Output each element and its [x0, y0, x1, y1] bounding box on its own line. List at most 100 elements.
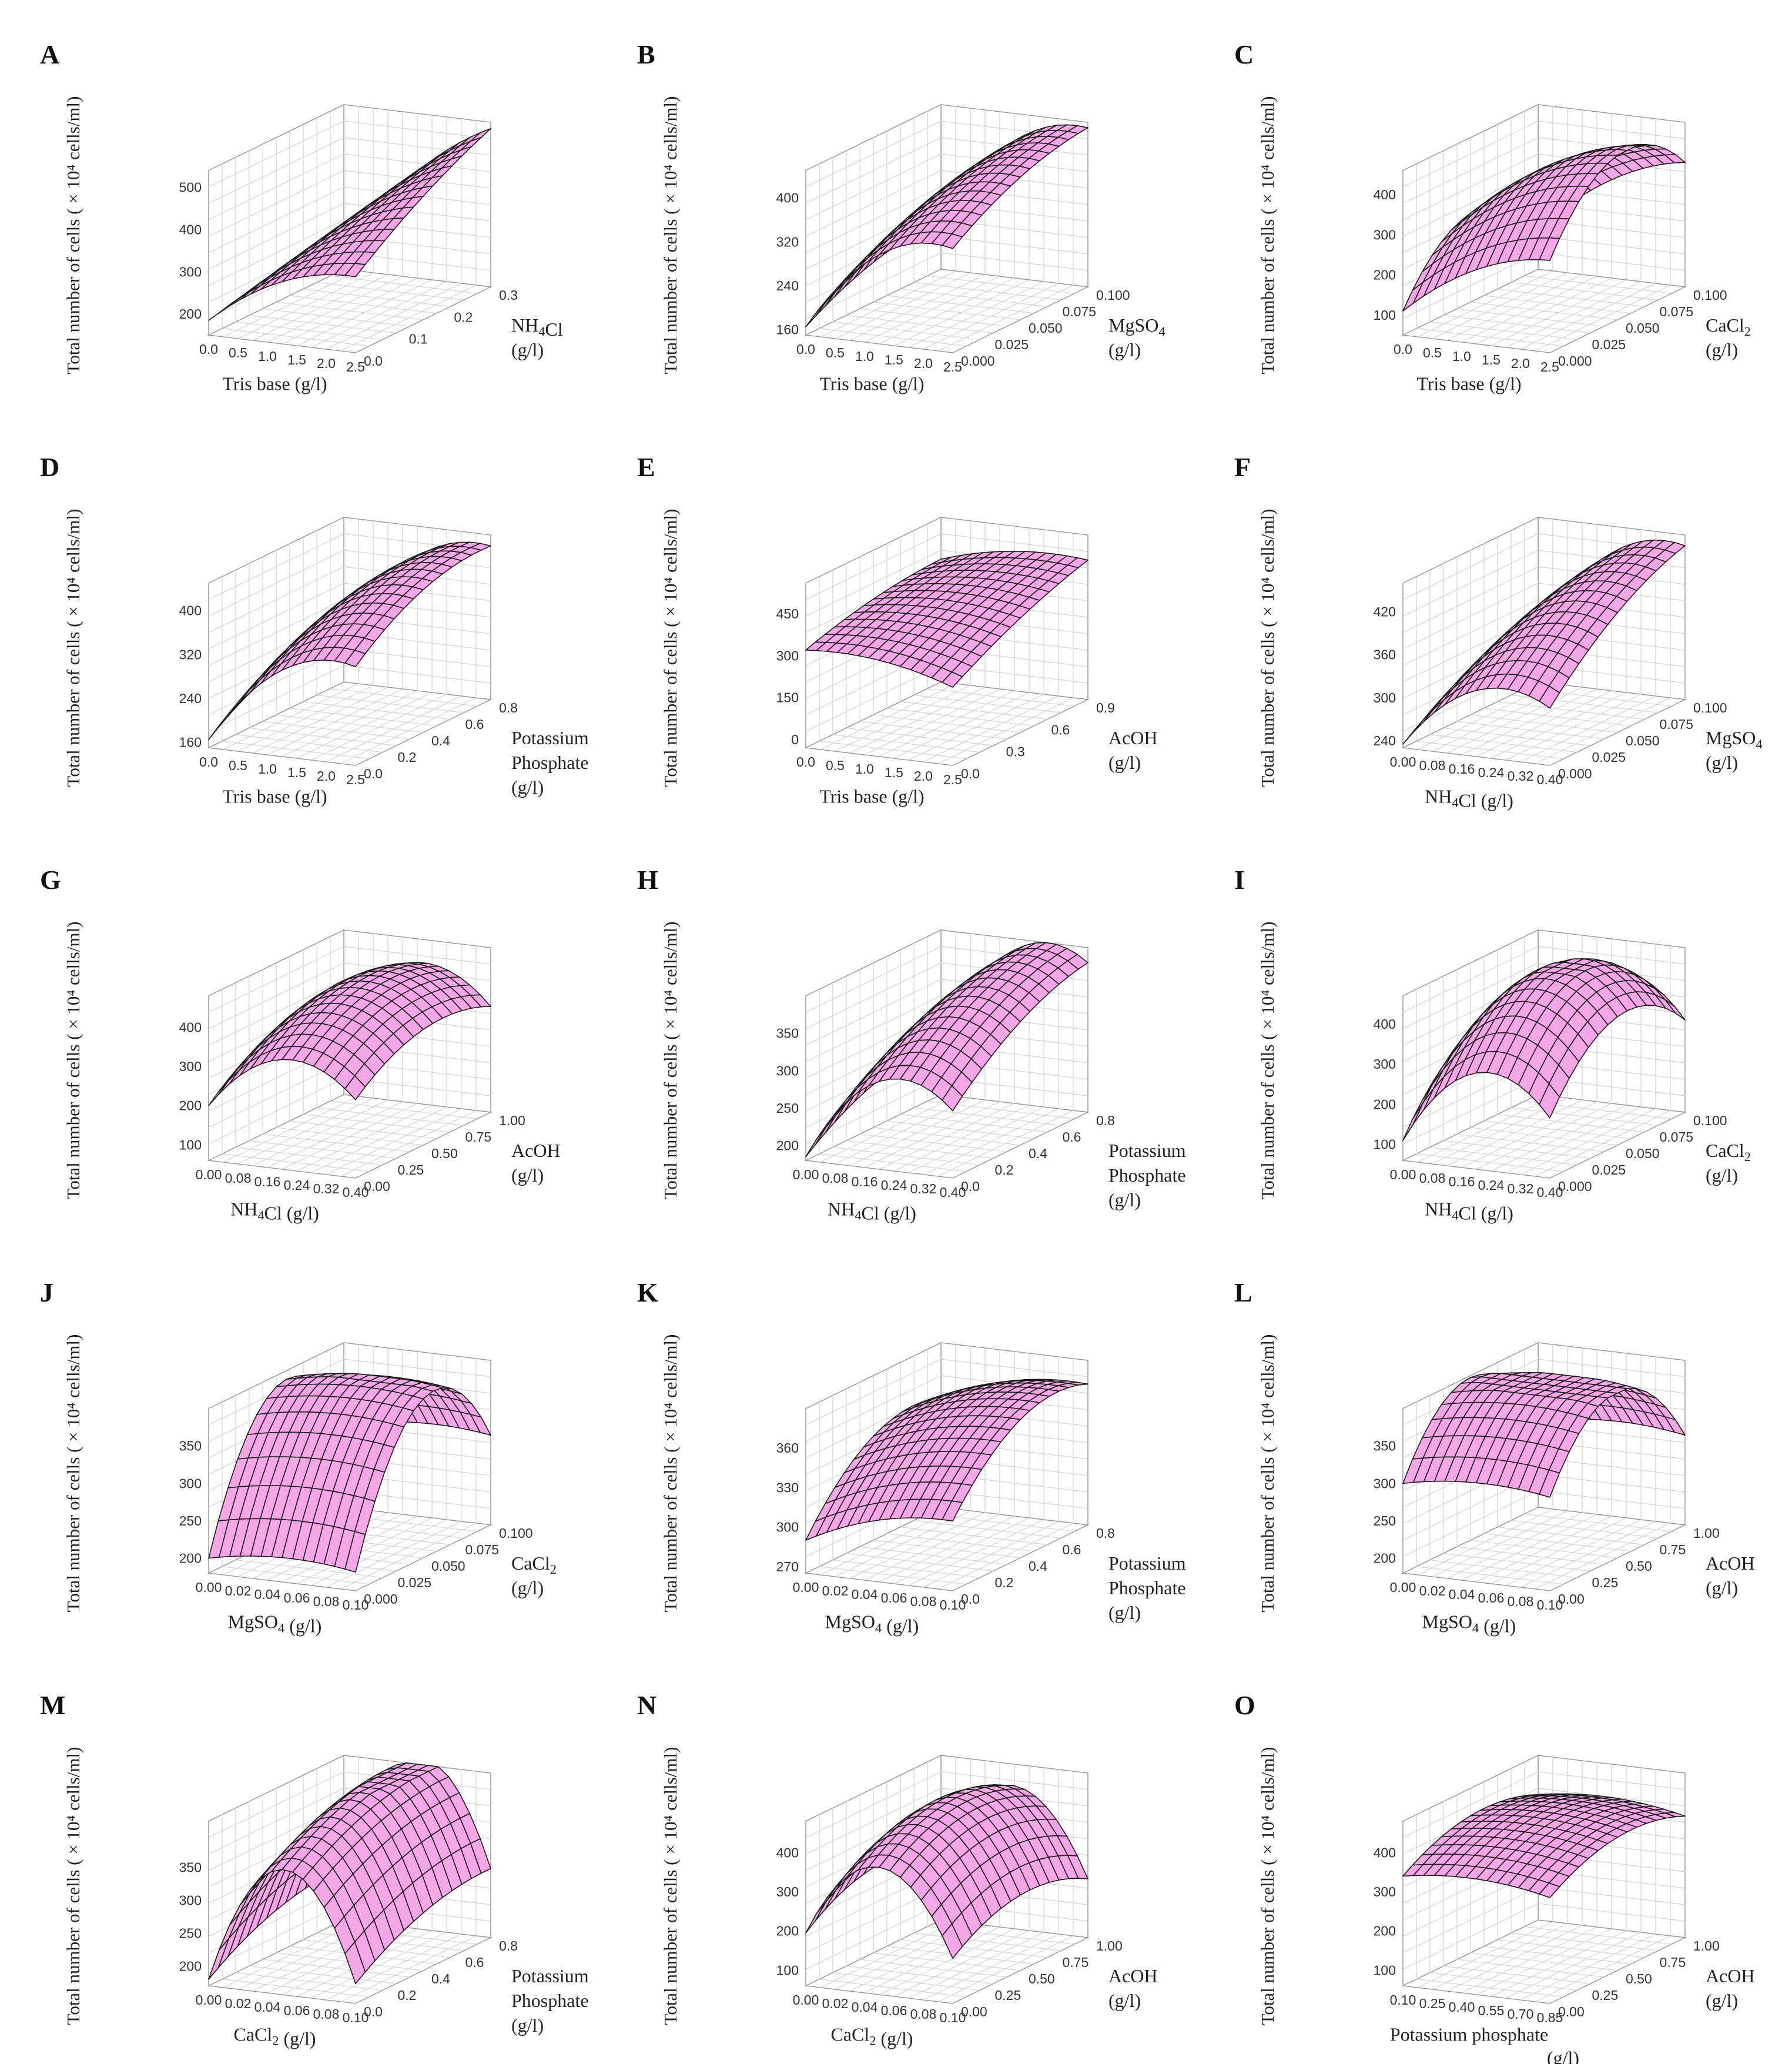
y-tick-label: 0.100	[1693, 1113, 1727, 1128]
grid-line	[886, 295, 1034, 314]
x-tick-label: 2.0	[1511, 356, 1530, 371]
x-tick-label: 0.00	[196, 1167, 222, 1182]
surface-cell	[344, 263, 366, 277]
z-axis-label: Total number of cells ( × 10⁴ cells/ml)	[660, 1334, 681, 1613]
z-tick-label: 300	[776, 1520, 799, 1535]
z-tick-label: 350	[1374, 1439, 1396, 1454]
grid-line	[330, 688, 478, 707]
grid-line	[893, 692, 1030, 759]
panel-letter: B	[637, 39, 655, 69]
z-tick-label: 300	[1374, 1056, 1396, 1072]
z-tick-label: 400	[179, 222, 202, 237]
grid-line	[893, 1105, 1030, 1172]
x-tick-label: 1.5	[1482, 352, 1500, 367]
grid-line	[316, 282, 464, 300]
y-tick-label: 0.25	[995, 1988, 1021, 2003]
x-tick-label: 1.0	[258, 349, 277, 364]
x-tick-label: 0.00	[1390, 1580, 1416, 1595]
y-tick-label: 0.100	[499, 1526, 533, 1541]
z-tick-label: 240	[1374, 733, 1396, 748]
ticks: 0.00 0.08 0.16 0.24 0.32 0.400.000.250.500.75…	[179, 1019, 525, 1200]
z-tick-label: 300	[1374, 1476, 1396, 1491]
y-axis-label: AcOH	[511, 1140, 561, 1161]
grid-line	[330, 275, 478, 294]
response-surface	[1402, 539, 1686, 745]
grid-line	[886, 1120, 1034, 1139]
x-tick-label: 0.04	[852, 1587, 878, 1602]
grid-line	[296, 692, 433, 759]
x-tick-label: 0.06	[881, 2003, 907, 2018]
grid-line	[805, 946, 942, 1013]
panel-I: 0.00 0.08 0.16 0.24 0.32 0.400.0000.0250.0500…	[1234, 865, 1751, 1224]
x-tick-label: 0.0	[796, 754, 815, 770]
panel-J: 0.00 0.02 0.04 0.06 0.08 0.100.0000.0250.0500…	[40, 1277, 557, 1637]
z-tick-label: 500	[179, 180, 202, 195]
y-tick-label: 0.050	[1626, 320, 1660, 336]
x-tick-label: 0.04	[254, 1999, 281, 2015]
x-tick-label: 0.32	[910, 1181, 937, 1196]
x-tick-label: 0.00	[196, 1580, 222, 1595]
y-tick-label: 0.0	[961, 1591, 980, 1607]
ticks: 0.0 0.5 1.0 1.5 2.0 2.50.0000.0250.0500.0750.…	[1374, 187, 1727, 374]
z-axis-label: Total number of cells ( × 10⁴ cells/ml)	[63, 1747, 83, 2025]
z-axis-label: Total number of cells ( × 10⁴ cells/ml)	[1257, 509, 1278, 787]
grid-line	[1497, 289, 1645, 307]
surface-cell	[1539, 237, 1560, 261]
x-tick-label: 0.16	[852, 1174, 878, 1189]
x-axis-label: NH4Cl (g/l)	[230, 1199, 319, 1224]
y-tick-label: 0.50	[431, 1146, 458, 1161]
y-tick-label: 0.0	[364, 2004, 383, 2019]
z-tick-label: 400	[776, 190, 799, 206]
response-surface	[805, 942, 1088, 1158]
x-tick-label: 0.00	[1390, 754, 1416, 770]
panel-letter: H	[637, 865, 658, 895]
panel-K: 0.00 0.02 0.04 0.06 0.08 0.100.00.20.40.60.82…	[637, 1277, 1186, 1637]
y-tick-label: 0.6	[465, 717, 484, 732]
y-tick-label: 0.50	[1626, 1558, 1652, 1574]
panel-letter: D	[40, 452, 59, 482]
y-axis-label: (g/l)	[1108, 1189, 1141, 1210]
panel-letter: J	[40, 1277, 53, 1307]
grid-line	[1402, 170, 1539, 237]
x-tick-label: 2.0	[914, 356, 933, 371]
y-axis-label: Phosphate	[1108, 1165, 1186, 1186]
grid	[208, 106, 491, 352]
grid-line	[289, 295, 437, 314]
x-tick-label: 2.0	[317, 768, 336, 784]
x-tick-label: 0.70	[1508, 2006, 1534, 2022]
z-tick-label: 200	[1374, 1096, 1396, 1112]
grid-line	[1535, 697, 1671, 764]
grid-line	[289, 708, 437, 727]
grid-line	[908, 694, 1044, 761]
z-tick-label: 200	[1374, 1923, 1396, 1939]
y-tick-label: 0.6	[465, 1955, 484, 1970]
response-surface	[208, 128, 491, 321]
panel-E: 0.0 0.5 1.0 1.5 2.0 2.50.00.30.60.90150300450…	[637, 452, 1158, 807]
x-tick-label: 1.5	[885, 765, 903, 780]
grid-line	[805, 533, 942, 600]
x-tick-label: 0.0	[796, 342, 815, 357]
y-axis-label: AcOH	[1706, 1965, 1755, 1986]
x-tick-label: 0.0	[1394, 342, 1412, 357]
y-axis-label: CaCl2	[1706, 315, 1751, 339]
y-tick-label: 0.000	[1558, 353, 1592, 369]
y-tick-label: 0.75	[1063, 1955, 1089, 1970]
z-tick-label: 300	[179, 1892, 202, 1908]
y-tick-label: 1.00	[1693, 1938, 1720, 1953]
ticks: 0.0 0.5 1.0 1.5 2.0 2.50.00.10.20.32003004005…	[179, 180, 518, 374]
y-tick-label: 1.00	[1693, 1526, 1720, 1541]
grid-line	[1505, 694, 1642, 761]
grid-line	[276, 302, 424, 320]
grid-line	[340, 1110, 477, 1177]
z-tick-label: 200	[179, 1551, 202, 1566]
x-tick-label: 0.00	[1390, 1167, 1416, 1182]
y-tick-label: 0.75	[1660, 1542, 1686, 1557]
y-tick-label: 0.000	[1558, 1179, 1592, 1194]
ticks: 0.00 0.08 0.16 0.24 0.32 0.400.0000.0250.0500…	[1374, 604, 1727, 787]
z-axis-label: Total number of cells ( × 10⁴ cells/ml)	[63, 922, 83, 1200]
y-tick-label: 0.00	[364, 1179, 390, 1194]
grid-line	[289, 1120, 437, 1139]
z-tick-label: 150	[776, 690, 799, 705]
panel-letter: I	[1234, 865, 1245, 895]
